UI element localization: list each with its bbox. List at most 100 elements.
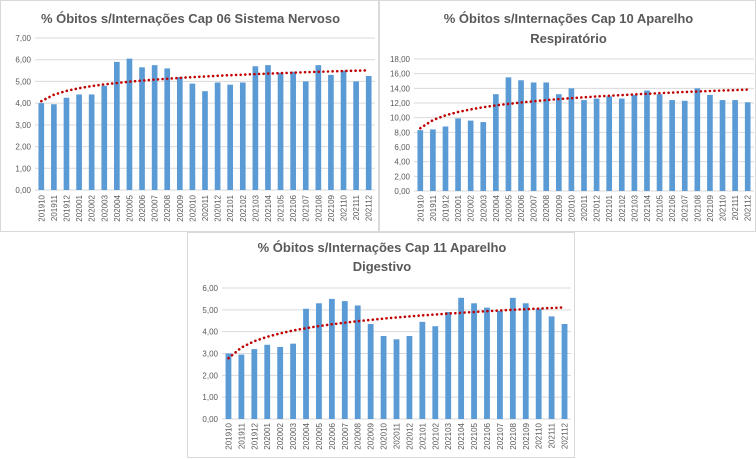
- bar: [393, 339, 400, 419]
- x-tick-label: 202009: [176, 194, 185, 221]
- x-tick-label: 202107: [681, 194, 690, 221]
- bar: [618, 98, 625, 191]
- x-tick-label: 202109: [327, 194, 336, 221]
- bar: [265, 65, 271, 190]
- bar: [189, 83, 196, 190]
- bar: [114, 61, 120, 191]
- bar: [76, 94, 82, 190]
- chart-title-line: Respiratório: [530, 31, 607, 46]
- x-tick-label: 202002: [467, 194, 476, 221]
- x-tick-label: 202010: [567, 194, 576, 221]
- bar: [484, 307, 490, 419]
- x-tick-label: 202112: [365, 194, 374, 221]
- y-tick-label: 16,00: [390, 70, 411, 79]
- bar: [455, 118, 461, 191]
- y-tick-label: 1,00: [15, 164, 31, 173]
- y-tick-label: 7,00: [15, 34, 31, 43]
- chart-title-line: % Óbitos s/Internações Cap 11 Aparelho: [258, 240, 507, 255]
- x-tick-label: 201911: [50, 194, 59, 221]
- x-tick-label: 202106: [483, 422, 492, 449]
- y-tick-label: 10,00: [390, 114, 411, 123]
- x-tick-label: 202108: [693, 194, 702, 221]
- x-tick-label: 202101: [605, 194, 614, 221]
- x-tick-label: 201912: [62, 194, 71, 221]
- bar: [164, 68, 171, 190]
- x-tick-label: 202104: [643, 194, 652, 221]
- bar: [535, 308, 542, 419]
- y-tick-label: 12,00: [390, 99, 411, 108]
- bar: [480, 122, 487, 191]
- bar: [581, 100, 587, 191]
- bar: [458, 297, 465, 419]
- x-tick-label: 202109: [522, 422, 531, 449]
- bar: [445, 312, 452, 419]
- bar: [353, 81, 359, 190]
- y-tick-label: 1,00: [202, 393, 218, 402]
- y-tick-label: 6,00: [15, 56, 31, 65]
- x-tick-label: 202108: [509, 422, 518, 449]
- trendline: [39, 69, 371, 103]
- bar: [406, 336, 413, 419]
- bar: [380, 336, 387, 419]
- x-tick-label: 202006: [328, 422, 337, 449]
- bar: [367, 324, 374, 419]
- chart-svg-aparelho-respiratorio: % Óbitos s/Internações Cap 10 Aparelho Re…: [390, 11, 754, 222]
- bar: [176, 77, 183, 190]
- bar: [354, 305, 361, 419]
- bar: [694, 88, 701, 191]
- x-tick-label: 202005: [125, 194, 134, 221]
- bar: [214, 82, 221, 190]
- bar: [505, 77, 512, 191]
- x-tick-label: 202102: [618, 194, 627, 221]
- chart-title-line: Digestivo: [353, 259, 412, 274]
- bar: [522, 303, 529, 419]
- x-tick-label: 202103: [630, 194, 639, 221]
- x-tick-label: 202108: [314, 194, 323, 221]
- x-tick-label: 202105: [470, 422, 479, 449]
- chart-panel-aparelho-digestivo: % Óbitos s/Internações Cap 11 Aparelho Di…: [187, 232, 575, 458]
- x-tick-label: 202107: [302, 194, 311, 221]
- bar: [631, 94, 638, 191]
- x-tick-label: 202102: [239, 194, 248, 221]
- bar: [493, 94, 499, 191]
- bar: [432, 326, 439, 419]
- bar: [328, 74, 334, 190]
- chart-panel-sistema-nervoso: % Óbitos s/Internações Cap 06 Sistema Ne…: [0, 0, 379, 232]
- x-tick-label: 202006: [138, 194, 147, 221]
- bar: [509, 297, 516, 419]
- x-tick-label: 201910: [37, 194, 46, 221]
- x-tick-label: 202103: [444, 422, 453, 449]
- bar: [518, 80, 524, 191]
- x-tick-label: 201911: [237, 422, 246, 449]
- x-tick-label: 202004: [113, 194, 122, 221]
- bar: [139, 67, 145, 190]
- y-tick-label: 4,00: [394, 158, 410, 167]
- x-tick-label: 202011: [393, 422, 402, 449]
- x-tick-label: 202109: [706, 194, 715, 221]
- bar: [530, 82, 537, 191]
- x-tick-label: 202012: [405, 422, 414, 449]
- y-tick-label: 3,00: [15, 121, 31, 130]
- x-tick-label: 201911: [429, 194, 438, 221]
- x-tick-label: 201910: [416, 194, 425, 221]
- bar: [568, 88, 575, 191]
- x-tick-label: 202112: [744, 194, 753, 221]
- x-tick-label: 202002: [88, 194, 97, 221]
- x-tick-label: 202104: [264, 194, 273, 221]
- trendline: [227, 306, 566, 360]
- x-tick-label: 202001: [75, 194, 84, 221]
- y-tick-label: 0,00: [202, 415, 218, 424]
- bar: [126, 58, 133, 190]
- bar: [38, 103, 45, 190]
- x-tick-label: 202001: [263, 422, 272, 449]
- x-tick-label: 202012: [214, 194, 223, 221]
- bar: [707, 94, 713, 191]
- x-tick-label: 202112: [561, 422, 570, 449]
- chart-svg-aparelho-digestivo: % Óbitos s/Internações Cap 11 Aparelho Di…: [202, 240, 571, 450]
- bar: [340, 70, 347, 190]
- x-tick-label: 202011: [201, 194, 210, 221]
- bar: [548, 316, 555, 419]
- bar: [328, 298, 335, 419]
- x-tick-label: 202008: [542, 194, 551, 221]
- y-tick-label: 14,00: [390, 84, 411, 93]
